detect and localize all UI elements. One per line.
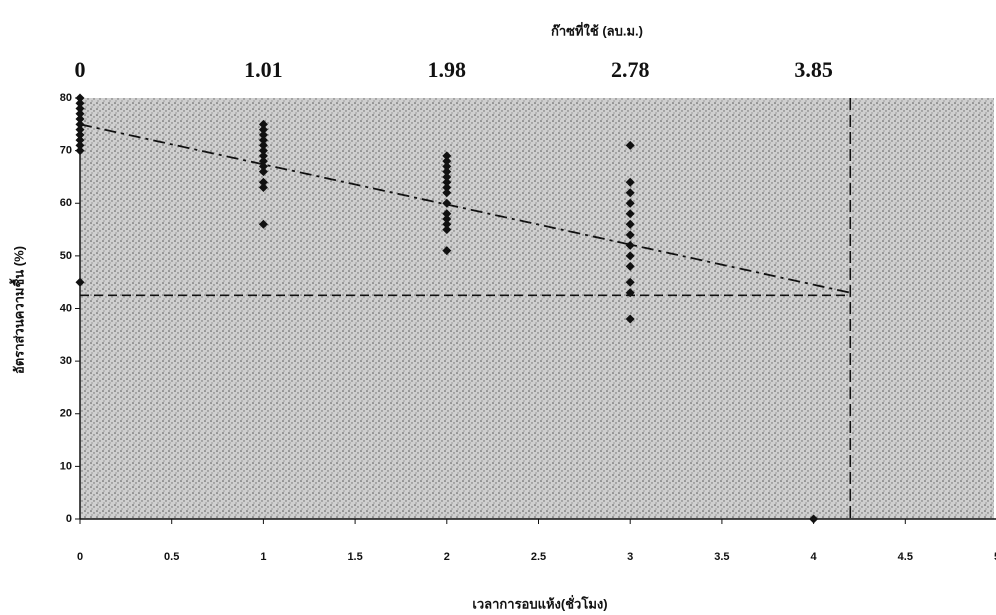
y-tick-label: 20 [60, 408, 72, 420]
plot-area [80, 98, 994, 519]
y-tick-label: 10 [60, 460, 72, 472]
x-title: เวลาการอบแห้ง(ชั่วโมง) [472, 594, 607, 611]
y-tick-label: 70 [60, 145, 72, 157]
x-tick-label: 3 [627, 551, 633, 563]
x-tick-label: 1 [260, 551, 266, 563]
y-tick-label: 50 [60, 250, 72, 262]
x2-tick-label: 1.01 [244, 57, 283, 82]
chart: ก๊าซที่ใช้ (ลบ.ม.) เวลาการอบแห้ง(ชั่วโมง… [0, 0, 996, 615]
x2-tick-label: 0 [75, 57, 86, 82]
x-tick-label: 1.5 [347, 551, 362, 563]
x2-tick-label: 2.78 [611, 57, 650, 82]
x2-title: ก๊าซที่ใช้ (ลบ.ม.) [551, 21, 643, 38]
x-tick-label: 2.5 [531, 551, 546, 563]
x-tick-label: 0.5 [164, 551, 179, 563]
y-title: อัตราส่วนความชื้น (%) [8, 246, 26, 374]
x-tick-label: 2 [444, 551, 450, 563]
x-tick-label: 0 [77, 551, 83, 563]
y-tick-label: 40 [60, 302, 72, 314]
x-tick-label: 4 [811, 551, 818, 563]
y-tick-label: 30 [60, 355, 72, 367]
x2-tick-label: 1.98 [428, 57, 467, 82]
x-tick-label: 3.5 [714, 551, 729, 563]
y-tick-label: 80 [60, 92, 72, 104]
y-tick-label: 60 [60, 197, 72, 209]
x2-tick-label: 3.85 [794, 57, 833, 82]
x-tick-label: 4.5 [898, 551, 913, 563]
y-tick-label: 0 [66, 513, 72, 525]
